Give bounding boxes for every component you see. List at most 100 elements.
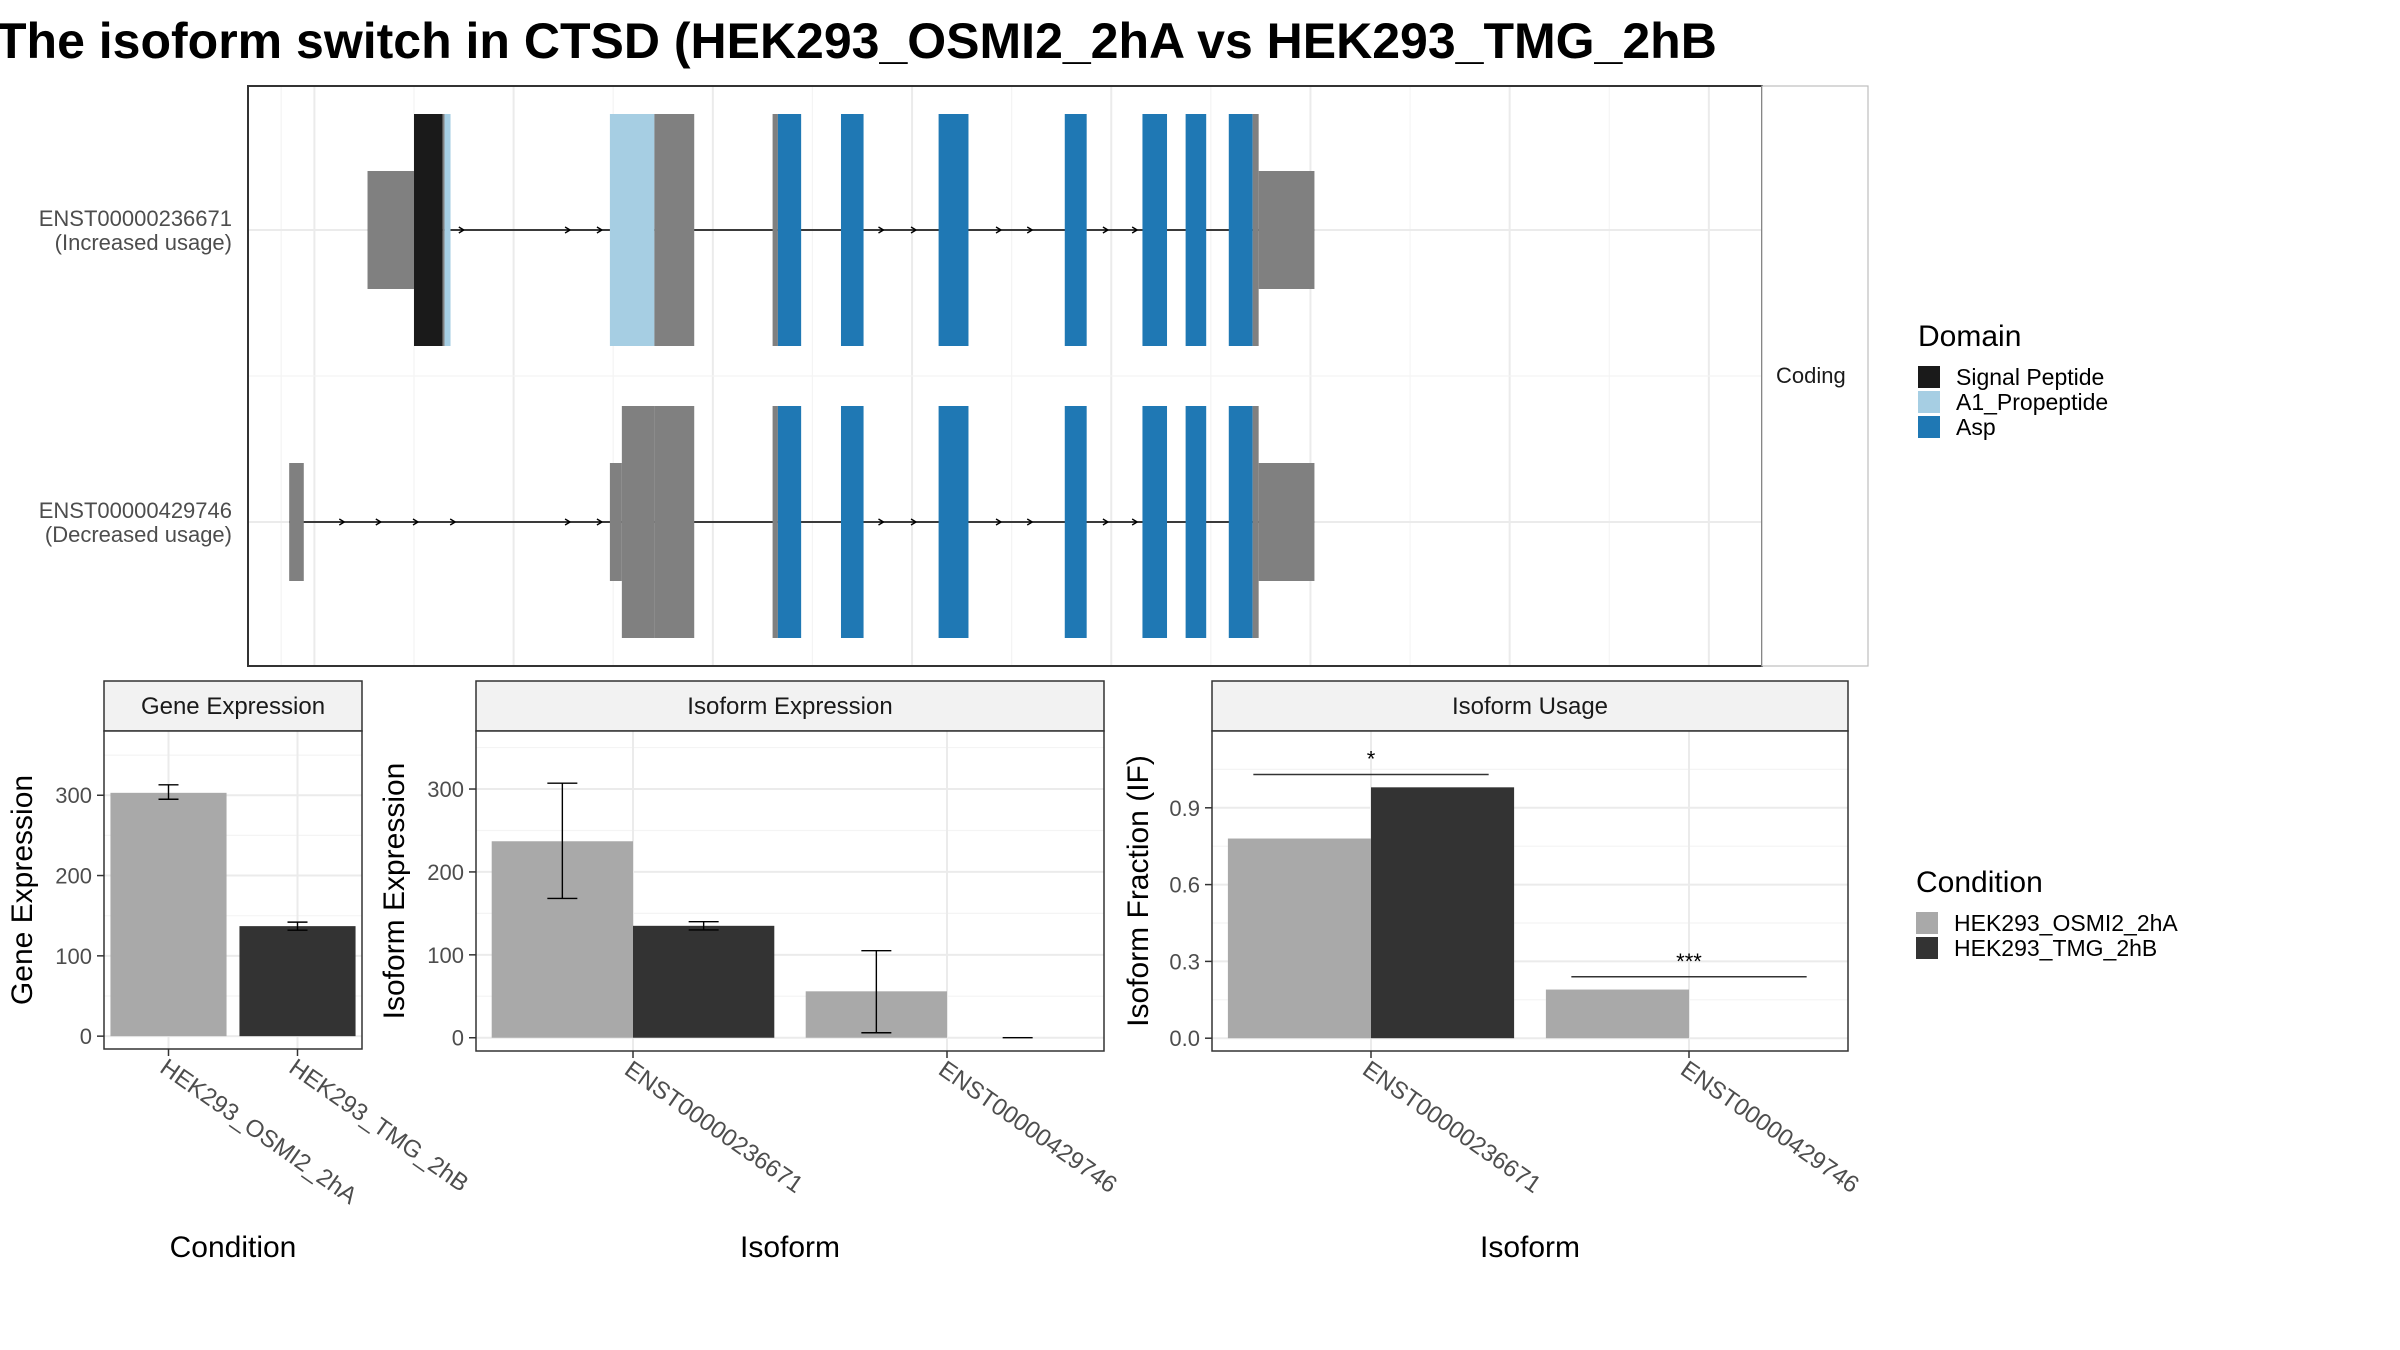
transcript-id-label: ENST00000236671 — [39, 206, 232, 231]
condition-legend-key — [1916, 937, 1938, 959]
domain-segment-asp — [1064, 114, 1087, 346]
direction-arrow — [878, 226, 885, 234]
domain-segment-asp — [1228, 406, 1253, 638]
y-tick-label: 300 — [55, 783, 92, 808]
utr-exon — [1258, 463, 1315, 581]
bar — [239, 926, 356, 1037]
transcript-usage-label: (Decreased usage) — [45, 522, 232, 547]
direction-arrow — [596, 518, 604, 526]
y-tick-label: 0.9 — [1169, 796, 1200, 821]
domain-segment-a1_propeptide — [609, 114, 655, 346]
transcript-usage-label: (Increased usage) — [55, 230, 232, 255]
condition-legend-title: Condition — [1916, 866, 2043, 899]
coding-exon — [442, 114, 445, 346]
panel-border — [1211, 730, 1849, 1052]
gene-structure-panel: ENST00000236671(Increased usage) ENST0000… — [39, 85, 1869, 667]
domain-legend-label: A1_Propeptide — [1956, 389, 2108, 415]
direction-arrow — [910, 518, 918, 526]
condition-legend-label: HEK293_TMG_2hB — [1954, 935, 2157, 961]
y-tick-label: 200 — [427, 860, 464, 885]
bar-HEK293_OSMI2_2hA — [1545, 989, 1689, 1039]
domain-legend-label: Asp — [1956, 414, 1996, 440]
coding-exon — [772, 114, 778, 346]
x-tick-label: ENST00000236671 — [1358, 1056, 1546, 1199]
domain-segment-asp — [1185, 114, 1207, 346]
coding-exon — [772, 406, 778, 638]
utr-exon — [289, 463, 304, 581]
y-tick-label: 300 — [427, 777, 464, 802]
coding-exon — [1252, 406, 1259, 638]
panel-border — [103, 730, 363, 1050]
y-tick-label: 0.3 — [1169, 949, 1200, 974]
condition-legend-key — [1916, 912, 1938, 934]
domain-legend-key — [1918, 366, 1940, 388]
utr-exon — [367, 171, 415, 289]
domain-segment-asp — [1228, 114, 1253, 346]
direction-arrow — [1026, 226, 1034, 234]
x-tick-label: ENST00000429746 — [934, 1056, 1122, 1199]
bar-HEK293_OSMI2_2hA — [1227, 838, 1371, 1039]
y-tick-label: 0.0 — [1169, 1026, 1200, 1051]
x-tick-label: ENST00000429746 — [1676, 1056, 1864, 1199]
domain-segment-asp — [1064, 406, 1087, 638]
domain-segment-asp — [777, 406, 802, 638]
x-tick-label: ENST00000236671 — [620, 1056, 808, 1199]
direction-arrow — [1131, 226, 1139, 234]
isoform-expression-panel: Isoform Expression 0 100 200 300 ENST00000236… — [378, 680, 1122, 1264]
transcript-ENST00000236671 — [367, 114, 1315, 346]
y-axis-title: Isoform Expression — [378, 763, 411, 1020]
domain-legend-title: Domain — [1918, 320, 2021, 353]
y-axis-title: Gene Expression — [6, 775, 39, 1005]
figure-title: The isoform switch in CTSD (HEK293_OSMI2… — [0, 13, 1717, 69]
domain-segment-a1_propeptide — [444, 114, 451, 346]
domain-segment-asp — [1142, 114, 1168, 346]
x-axis-title: Isoform — [1480, 1231, 1580, 1264]
transcript-ENST00000429746 — [289, 406, 1315, 638]
panel-title: Gene Expression — [141, 693, 325, 720]
domain-segment-asp — [1142, 406, 1168, 638]
y-axis-title: Isoform Fraction (IF) — [1122, 755, 1155, 1027]
domain-legend-label: Signal Peptide — [1956, 364, 2104, 390]
y-tick-label: 100 — [427, 943, 464, 968]
x-axis-title: Condition — [170, 1231, 297, 1264]
domain-segment-asp — [840, 114, 864, 346]
domain-segment-asp — [840, 406, 864, 638]
panel-title: Isoform Usage — [1452, 693, 1608, 720]
gene-expression-panel: Gene Expression0100200300HEK293_OSMI2_2h… — [6, 680, 473, 1264]
coding-exon — [654, 114, 695, 346]
isoform-usage-panel: Isoform Usage****0.00.30.60.9ENST0000023… — [1122, 680, 1864, 1264]
coding-exon — [654, 406, 695, 638]
domain-legend-key — [1918, 391, 1940, 413]
bar-HEK293_TMG_2hB — [633, 925, 775, 1038]
utr-exon — [1258, 171, 1315, 289]
direction-arrow — [596, 226, 604, 234]
direction-arrow — [338, 518, 346, 526]
facet-label: Coding — [1776, 363, 1846, 388]
condition-legend-label: HEK293_OSMI2_2hA — [1954, 910, 2178, 936]
panel-border — [475, 730, 1105, 1052]
coding-exon — [1252, 114, 1259, 346]
panel-strip — [103, 680, 363, 732]
facet-strip — [1761, 85, 1869, 667]
direction-arrow — [564, 226, 572, 234]
direction-arrow — [375, 518, 383, 526]
direction-arrow — [1131, 518, 1139, 526]
domain-segment-asp — [938, 406, 969, 638]
y-tick-label: 200 — [55, 864, 92, 889]
direction-arrow — [564, 518, 572, 526]
direction-arrow — [995, 518, 1003, 526]
domain-segment-signal_peptide — [414, 114, 443, 346]
significance-label: * — [1367, 747, 1376, 772]
bar — [110, 792, 227, 1037]
direction-arrow — [1026, 518, 1034, 526]
domain-segment-asp — [1185, 406, 1207, 638]
y-tick-label: 0 — [452, 1026, 464, 1051]
direction-arrow — [412, 518, 420, 526]
x-axis-title: Isoform — [740, 1231, 840, 1264]
bar-HEK293_TMG_2hB — [1371, 787, 1515, 1039]
direction-arrow — [458, 226, 466, 234]
direction-arrow — [449, 518, 457, 526]
panel-strip — [475, 680, 1105, 732]
